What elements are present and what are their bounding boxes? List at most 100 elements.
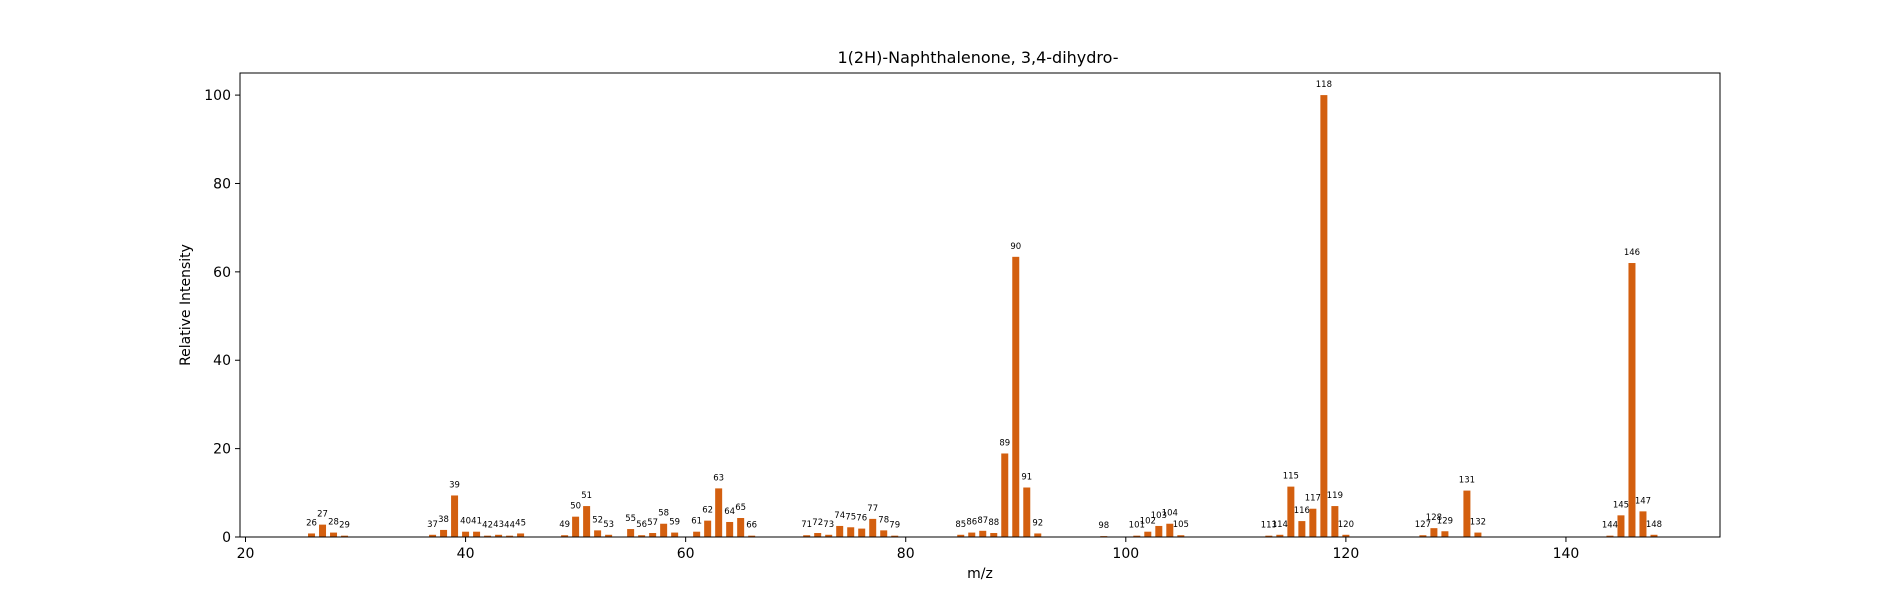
bar-mz-146 — [1628, 263, 1636, 537]
bar-label-73: 73 — [823, 520, 834, 530]
bar-mz-127 — [1419, 535, 1427, 537]
x-tick-label: 100 — [1112, 546, 1139, 562]
bar-label-78: 78 — [878, 515, 889, 525]
bar-label-89: 89 — [999, 438, 1010, 448]
bar-label-63: 63 — [713, 473, 724, 483]
y-tick-label: 80 — [213, 176, 231, 192]
bar-mz-103 — [1155, 525, 1163, 537]
bar-label-87: 87 — [977, 516, 988, 526]
bar-mz-43 — [495, 534, 503, 537]
x-tick-label: 120 — [1333, 546, 1360, 562]
bar-mz-26 — [308, 533, 316, 537]
bar-label-74: 74 — [834, 511, 845, 521]
bar-mz-105 — [1177, 535, 1185, 537]
bar-mz-57 — [649, 533, 657, 537]
y-tick-label: 60 — [213, 265, 231, 281]
bar-mz-76 — [858, 528, 866, 537]
bar-mz-29 — [341, 535, 349, 537]
bar-label-116: 116 — [1294, 506, 1310, 516]
bar-mz-75 — [847, 527, 855, 537]
bar-label-129: 129 — [1437, 516, 1453, 526]
bar-mz-56 — [638, 535, 646, 537]
bar-mz-28 — [330, 532, 338, 537]
bar-label-75: 75 — [845, 512, 856, 522]
bar-label-91: 91 — [1021, 473, 1032, 483]
bar-label-72: 72 — [812, 518, 823, 528]
bar-label-44: 44 — [504, 521, 515, 531]
y-tick-label: 40 — [213, 353, 231, 369]
bar-label-52: 52 — [592, 515, 603, 525]
bar-label-90: 90 — [1010, 242, 1021, 252]
chart-title: 1(2H)-Naphthalenone, 3,4-dihydro- — [838, 48, 1119, 67]
bar-mz-44 — [506, 535, 514, 537]
bar-mz-145 — [1617, 515, 1625, 537]
bar-mz-89 — [1001, 453, 1009, 537]
bar-mz-90 — [1012, 256, 1020, 537]
bar-label-64: 64 — [724, 507, 735, 517]
bar-label-37: 37 — [427, 520, 438, 530]
bar-mz-51 — [583, 506, 591, 537]
bar-mz-147 — [1639, 511, 1647, 537]
bar-label-65: 65 — [735, 503, 746, 513]
x-axis-label: m/z — [967, 566, 993, 582]
bar-label-119: 119 — [1327, 491, 1343, 501]
x-tick-label: 20 — [237, 546, 255, 562]
bar-mz-144 — [1606, 535, 1614, 537]
y-tick-label: 100 — [204, 88, 231, 104]
bar-mz-113 — [1265, 535, 1273, 537]
bar-mz-117 — [1309, 508, 1317, 537]
bar-label-76: 76 — [856, 514, 867, 524]
bar-mz-74 — [836, 525, 844, 537]
x-tick-label: 140 — [1553, 546, 1580, 562]
bar-mz-40 — [462, 531, 470, 537]
bar-mz-92 — [1034, 533, 1042, 537]
bar-mz-55 — [627, 529, 635, 537]
bar-mz-49 — [561, 535, 569, 537]
bar-mz-148 — [1650, 534, 1658, 537]
bar-label-147: 147 — [1635, 496, 1651, 506]
bar-label-120: 120 — [1338, 520, 1354, 530]
x-tick-label: 60 — [677, 546, 695, 562]
bar-label-28: 28 — [328, 518, 339, 528]
bar-label-51: 51 — [581, 491, 592, 501]
bar-label-71: 71 — [801, 520, 812, 530]
bar-label-113: 113 — [1261, 521, 1277, 531]
bar-label-105: 105 — [1173, 520, 1189, 530]
bar-mz-86 — [968, 532, 976, 537]
bar-label-53: 53 — [603, 520, 614, 530]
bar-mz-88 — [990, 533, 998, 537]
bar-label-92: 92 — [1032, 518, 1043, 528]
bar-mz-42 — [484, 535, 492, 537]
bar-mz-85 — [957, 534, 965, 537]
bar-mz-116 — [1298, 521, 1306, 537]
bar-mz-38 — [440, 529, 448, 537]
bar-label-101: 101 — [1129, 521, 1145, 531]
bar-mz-114 — [1276, 534, 1284, 537]
bar-label-42: 42 — [482, 521, 493, 531]
y-axis: 0 20 40 60 80 100 — [204, 88, 240, 546]
bar-label-26: 26 — [306, 518, 317, 528]
bar-label-40: 40 — [460, 517, 471, 527]
bar-label-104: 104 — [1162, 509, 1178, 519]
bar-label-102: 102 — [1140, 517, 1156, 527]
bar-label-146: 146 — [1624, 248, 1640, 258]
bar-label-86: 86 — [966, 518, 977, 528]
bar-mz-53 — [605, 534, 613, 537]
bar-label-27: 27 — [317, 510, 328, 520]
x-tick-label: 40 — [457, 546, 475, 562]
bar-label-127: 127 — [1415, 520, 1431, 530]
bar-mz-62 — [704, 520, 712, 537]
bar-mz-59 — [671, 532, 679, 537]
bar-mz-66 — [748, 535, 756, 537]
bar-mz-119 — [1331, 506, 1339, 537]
plot-frame — [239, 72, 1721, 538]
bar-label-45: 45 — [515, 518, 526, 528]
bar-mz-128 — [1430, 528, 1438, 537]
bar-mz-37 — [429, 534, 437, 537]
bar-label-115: 115 — [1283, 472, 1299, 482]
bar-mz-39 — [451, 495, 459, 537]
bar-mz-120 — [1342, 534, 1350, 537]
bar-mz-63 — [715, 488, 723, 537]
